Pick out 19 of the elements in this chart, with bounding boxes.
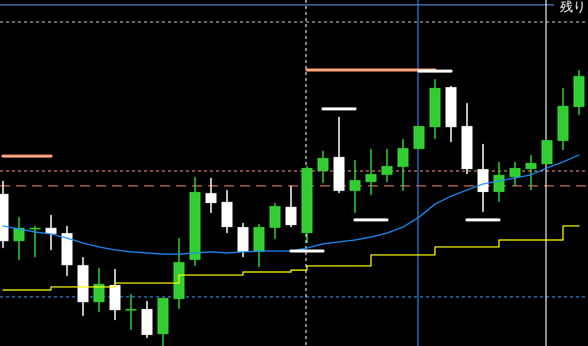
- candlestick: [270, 202, 280, 240]
- candlestick: [366, 148, 376, 196]
- candlestick: [510, 161, 520, 187]
- candlestick: [46, 214, 56, 251]
- candlestick: [494, 161, 504, 203]
- candlestick: [30, 225, 40, 258]
- candlestick: [478, 143, 488, 213]
- candlestick: [526, 154, 536, 191]
- candlestick: [350, 159, 360, 214]
- candlestick: [286, 185, 296, 228]
- text: 残り: [560, 0, 586, 15]
- candlestick: [94, 267, 104, 313]
- candlestick: [14, 216, 24, 261]
- candlestick: [318, 150, 328, 184]
- candlestick: [382, 148, 392, 183]
- candlestick: [398, 138, 408, 192]
- candlestick: [206, 177, 216, 214]
- candlestick: [414, 125, 424, 150]
- candlestick: [126, 293, 136, 331]
